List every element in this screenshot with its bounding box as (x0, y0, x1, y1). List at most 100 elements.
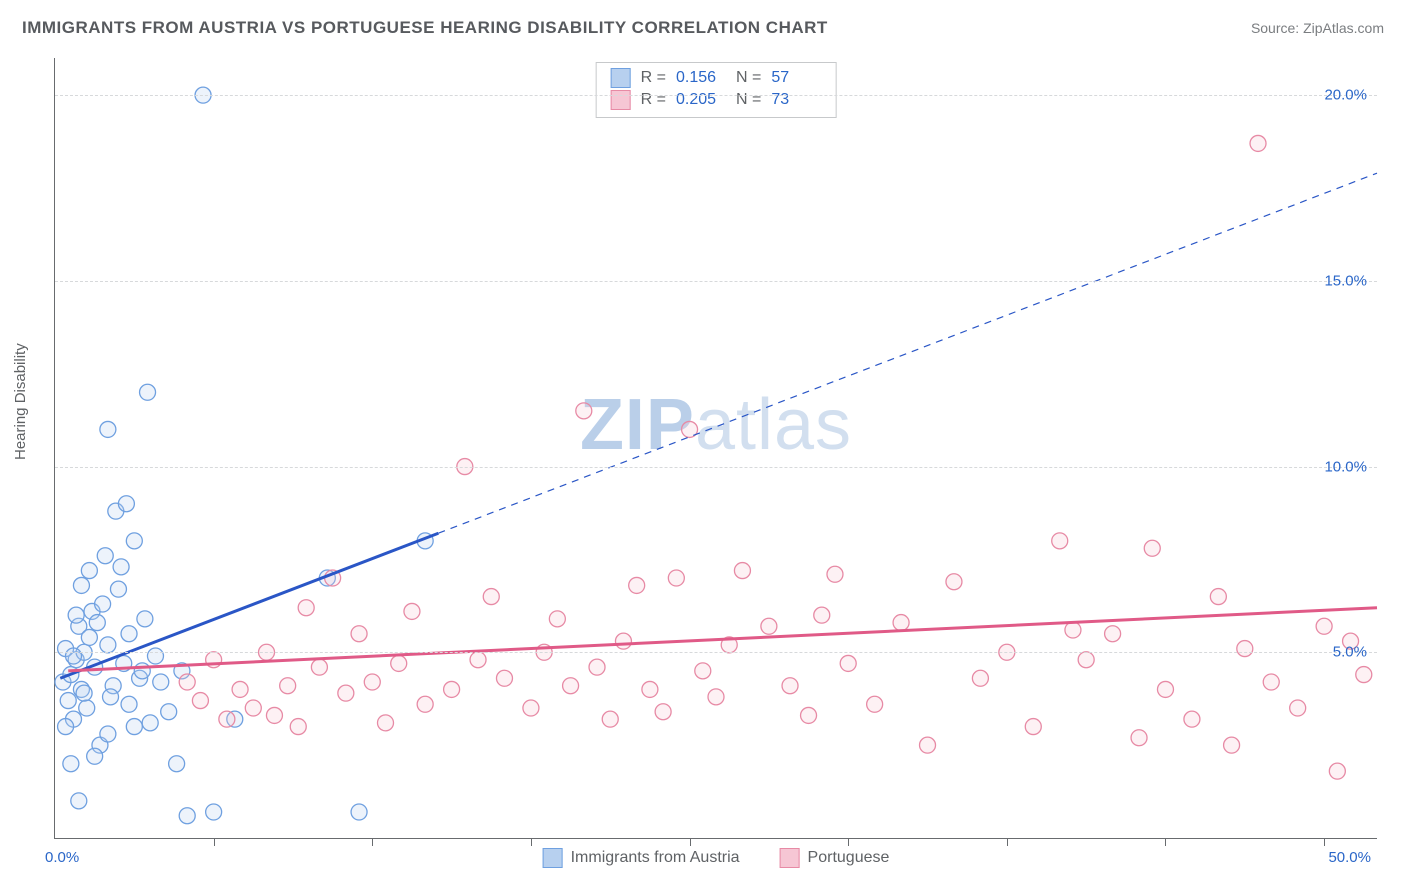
data-point (615, 633, 631, 649)
data-point (58, 719, 74, 735)
data-point (76, 685, 92, 701)
data-point (404, 603, 420, 619)
n-label: N = (736, 89, 761, 111)
swatch-series2 (611, 90, 631, 110)
data-point (708, 689, 724, 705)
gridline (55, 652, 1377, 653)
data-point (1290, 700, 1306, 716)
data-point (1157, 681, 1173, 697)
data-point (179, 808, 195, 824)
data-point (417, 696, 433, 712)
trend-line (68, 608, 1377, 671)
data-point (298, 600, 314, 616)
x-tick (1007, 838, 1008, 846)
data-point (192, 693, 208, 709)
r-value-series2: 0.205 (676, 89, 726, 111)
r-value-series1: 0.156 (676, 67, 726, 89)
data-point (137, 611, 153, 627)
n-value-series2: 73 (771, 89, 821, 111)
data-point (1078, 652, 1094, 668)
data-point (629, 577, 645, 593)
data-point (444, 681, 460, 697)
data-point (126, 719, 142, 735)
data-point (66, 648, 82, 664)
data-point (179, 674, 195, 690)
data-point (153, 674, 169, 690)
data-point (79, 700, 95, 716)
data-point (311, 659, 327, 675)
plot-area: ZIPatlas R = 0.156 N = 57 R = 0.205 N = … (54, 58, 1377, 839)
data-point (110, 581, 126, 597)
data-point (103, 689, 119, 705)
data-point (113, 559, 129, 575)
data-point (126, 533, 142, 549)
data-point (63, 756, 79, 772)
x-tick (690, 838, 691, 846)
data-point (827, 566, 843, 582)
data-point (1105, 626, 1121, 642)
data-point (121, 626, 137, 642)
data-point (118, 496, 134, 512)
data-point (814, 607, 830, 623)
data-point (801, 707, 817, 723)
data-point (782, 678, 798, 694)
data-point (1131, 730, 1147, 746)
x-max-label: 50.0% (1328, 849, 1371, 866)
data-point (893, 615, 909, 631)
x-tick (372, 838, 373, 846)
data-point (169, 756, 185, 772)
data-point (1210, 589, 1226, 605)
legend-swatch-series2 (780, 848, 800, 868)
data-point (1316, 618, 1332, 634)
trend-line-extrapolated (438, 173, 1377, 533)
data-point (972, 670, 988, 686)
data-point (142, 715, 158, 731)
data-point (1065, 622, 1081, 638)
data-point (1184, 711, 1200, 727)
x-tick (1324, 838, 1325, 846)
bottom-legend: Immigrants from Austria Portuguese (543, 848, 890, 868)
data-point (602, 711, 618, 727)
data-point (147, 648, 163, 664)
data-point (642, 681, 658, 697)
legend-swatch-series1 (543, 848, 563, 868)
data-point (576, 403, 592, 419)
gridline (55, 281, 1377, 282)
data-point (71, 793, 87, 809)
data-point (81, 563, 97, 579)
data-point (351, 804, 367, 820)
gridline (55, 95, 1377, 96)
data-point (655, 704, 671, 720)
data-point (391, 655, 407, 671)
data-point (121, 696, 137, 712)
data-point (97, 548, 113, 564)
data-point (95, 596, 111, 612)
y-axis-label: Hearing Disability (12, 343, 29, 460)
data-point (589, 659, 605, 675)
data-point (946, 574, 962, 590)
stats-row-series2: R = 0.205 N = 73 (611, 89, 822, 111)
data-point (206, 804, 222, 820)
data-point (266, 707, 282, 723)
data-point (338, 685, 354, 701)
x-tick (1165, 838, 1166, 846)
data-point (290, 719, 306, 735)
legend-label-series2: Portuguese (808, 849, 890, 867)
data-point (378, 715, 394, 731)
stats-row-series1: R = 0.156 N = 57 (611, 67, 822, 89)
data-point (549, 611, 565, 627)
data-point (668, 570, 684, 586)
x-tick (531, 838, 532, 846)
data-point (219, 711, 235, 727)
n-label: N = (736, 67, 761, 89)
data-point (351, 626, 367, 642)
data-point (140, 384, 156, 400)
data-point (523, 700, 539, 716)
r-label: R = (641, 89, 666, 111)
data-point (563, 678, 579, 694)
correlation-stats-box: R = 0.156 N = 57 R = 0.205 N = 73 (596, 62, 837, 118)
r-label: R = (641, 67, 666, 89)
y-tick-label: 10.0% (1324, 458, 1367, 475)
n-value-series1: 57 (771, 67, 821, 89)
data-point (840, 655, 856, 671)
